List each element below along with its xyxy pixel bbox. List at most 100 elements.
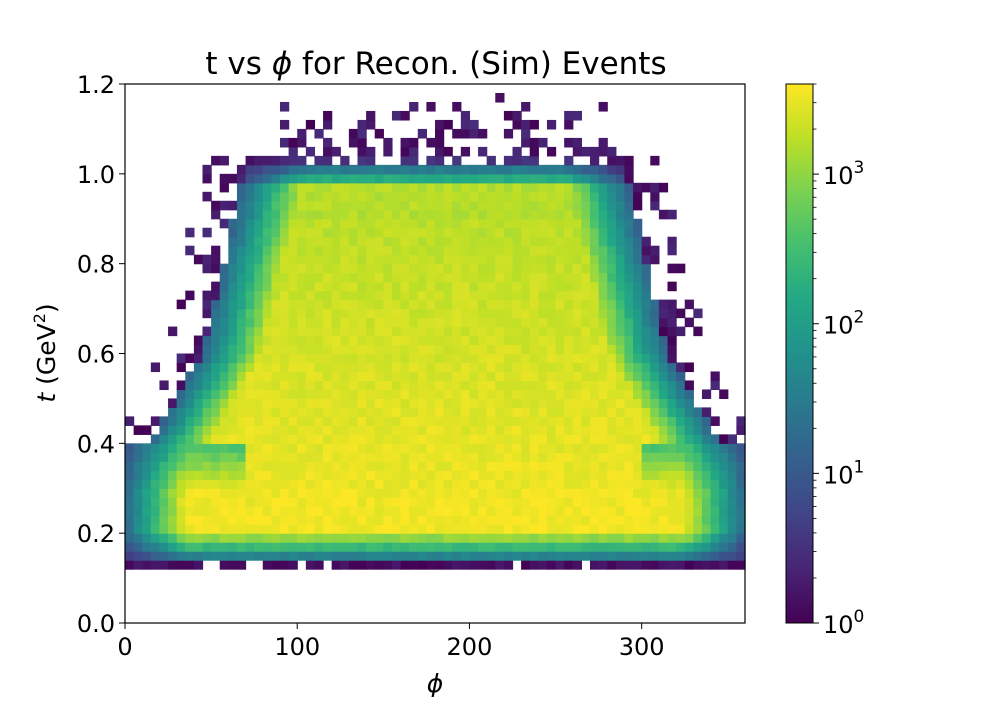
y-tick-label: 0.0 [77, 610, 115, 638]
heatmap-cell [607, 434, 617, 444]
heatmap-cell [555, 317, 565, 328]
heatmap-cell [693, 425, 703, 435]
heatmap-cell [615, 443, 626, 453]
heatmap-cell [409, 362, 419, 373]
heatmap-cell [435, 335, 445, 346]
heatmap-cell [701, 524, 712, 534]
heatmap-cell [624, 506, 634, 516]
heatmap-cell [598, 209, 608, 220]
heatmap-cell [314, 326, 324, 337]
heatmap-cell [314, 317, 324, 328]
heatmap-cell [572, 479, 582, 489]
heatmap-cell [219, 533, 229, 543]
heatmap-cell [280, 344, 290, 355]
heatmap-cell [555, 353, 565, 364]
heatmap-cell [219, 488, 229, 498]
heatmap-cell [323, 218, 333, 229]
heatmap-cell [598, 146, 608, 157]
heatmap-cell [280, 524, 290, 534]
heatmap-cell [538, 452, 548, 462]
heatmap-cell [374, 515, 384, 525]
heatmap-cell [236, 488, 247, 498]
heatmap-cell [658, 326, 669, 337]
heatmap-cell [736, 470, 746, 480]
heatmap-cell [236, 218, 247, 229]
heatmap-cell [374, 173, 384, 184]
heatmap-cell [495, 209, 505, 220]
heatmap-cell [555, 272, 565, 283]
heatmap-cell [607, 245, 617, 256]
heatmap-cell [719, 434, 729, 444]
heatmap-cell [521, 155, 531, 166]
heatmap-cell [443, 542, 453, 552]
heatmap-cell [409, 497, 419, 507]
heatmap-cell [374, 398, 384, 408]
heatmap-cell [564, 236, 574, 247]
heatmap-cell [400, 452, 410, 462]
heatmap-cell [581, 380, 591, 391]
heatmap-cell [305, 515, 316, 525]
heatmap-cell [478, 452, 488, 462]
heatmap-cell [340, 479, 350, 489]
heatmap-cell [417, 227, 427, 238]
heatmap-cell [684, 488, 694, 498]
heatmap-cell [684, 425, 694, 435]
heatmap-cell [693, 326, 703, 337]
heatmap-cell [633, 353, 643, 364]
heatmap-cell [228, 461, 238, 471]
heatmap-cell [486, 389, 496, 400]
heatmap-cell [590, 281, 600, 292]
heatmap-cell [314, 218, 324, 229]
heatmap-cell [641, 281, 651, 292]
heatmap-cell [348, 380, 359, 391]
heatmap-cell [383, 218, 393, 229]
heatmap-cell [262, 497, 272, 507]
heatmap-cell [736, 479, 746, 489]
heatmap-cell [443, 272, 453, 283]
heatmap-cell [538, 254, 548, 265]
heatmap-cell [495, 254, 505, 265]
heatmap-cell [262, 227, 272, 238]
heatmap-cell [280, 137, 290, 148]
heatmap-cell [323, 533, 333, 543]
heatmap-cell [633, 254, 643, 265]
heatmap-cell [572, 272, 582, 283]
heatmap-cell [512, 416, 522, 426]
heatmap-cell [435, 551, 445, 561]
heatmap-cell [417, 380, 427, 391]
heatmap-cell [168, 326, 178, 337]
heatmap-cell [331, 542, 341, 552]
heatmap-cell [615, 245, 626, 256]
heatmap-cell [512, 470, 522, 480]
heatmap-cell [254, 200, 264, 211]
heatmap-cell [262, 389, 272, 400]
heatmap-cell [426, 479, 436, 489]
heatmap-cell [254, 173, 264, 184]
heatmap-cell [572, 380, 582, 391]
heatmap-cell [426, 290, 436, 301]
heatmap-cell [503, 173, 514, 184]
heatmap-cell [228, 200, 238, 211]
heatmap-cell [676, 506, 686, 516]
heatmap-cell [633, 236, 643, 247]
heatmap-cell [633, 308, 643, 319]
heatmap-cell [202, 398, 212, 408]
heatmap-cell [590, 344, 600, 355]
heatmap-cell [391, 245, 402, 256]
heatmap-cell [521, 182, 531, 193]
heatmap-cell [366, 371, 376, 382]
heatmap-cell [486, 362, 496, 373]
heatmap-cell [262, 200, 272, 211]
heatmap-cell [426, 164, 436, 175]
colorbar-tick-label: 101 [823, 457, 864, 489]
heatmap-cell [469, 398, 479, 408]
heatmap-cell [219, 200, 229, 211]
heatmap-cell [701, 461, 712, 471]
heatmap-cell [340, 317, 350, 328]
heatmap-cell [417, 479, 427, 489]
heatmap-cell [615, 461, 626, 471]
heatmap-cell [667, 479, 677, 489]
heatmap-cell [736, 542, 746, 552]
heatmap-cell [176, 542, 186, 552]
heatmap-cell [452, 551, 462, 561]
